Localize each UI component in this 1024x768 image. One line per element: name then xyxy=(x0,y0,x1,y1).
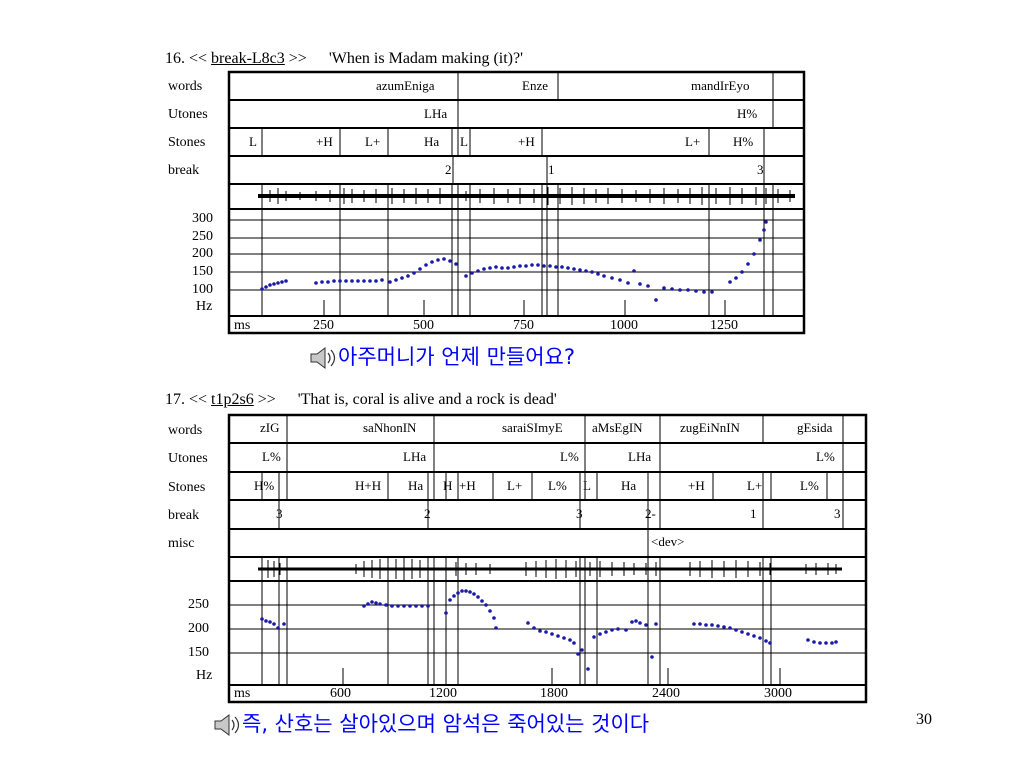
figure-16-link[interactable]: break-L8c3 xyxy=(211,50,285,67)
fig17-row-label-words: words xyxy=(168,423,203,438)
fig17-x-label-3000: 3000 xyxy=(764,686,792,701)
fig16-word-1: azumEniga xyxy=(376,78,435,93)
fig16-stone-1: L xyxy=(249,134,257,149)
fig17-break-4: 2- xyxy=(645,506,656,521)
fig17-stone-10: +H xyxy=(688,478,705,493)
speaker-icon[interactable] xyxy=(212,711,242,739)
fig16-y-label-200: 200 xyxy=(192,246,213,261)
fig17-stone-2: H+H xyxy=(355,478,381,493)
fig16-row-label-words: words xyxy=(168,79,203,94)
fig17-stone-11: L+ xyxy=(747,478,762,493)
fig17-utone-1: L% xyxy=(262,449,281,464)
fig17-stone-9: Ha xyxy=(621,478,636,493)
fig16-y-label-100: 100 xyxy=(192,282,213,297)
fig17-y-label-unit: Hz xyxy=(196,668,213,683)
fig16-stone-7: L+ xyxy=(685,134,700,149)
fig16-y-label-250: 250 xyxy=(192,229,213,244)
fig17-x-label-1200: 1200 xyxy=(429,686,457,701)
fig17-row-label-stones: Stones xyxy=(168,480,206,495)
fig17-word-4: aMsEgIN xyxy=(592,420,643,435)
fig17-y-label-200: 200 xyxy=(188,621,209,636)
fig17-break-3: 3 xyxy=(576,506,583,521)
fig17-word-1: zIG xyxy=(260,420,280,435)
fig17-break-2: 2 xyxy=(424,506,431,521)
fig17-word-2: saNhonIN xyxy=(363,420,417,435)
fig16-x-label-750: 750 xyxy=(513,318,534,333)
page-number: 30 xyxy=(916,711,932,728)
fig16-row-label-stones: Stones xyxy=(168,135,206,150)
fig17-stone-6: L+ xyxy=(507,478,522,493)
fig16-utone-2: H% xyxy=(737,106,757,121)
fig17-x-label-2400: 2400 xyxy=(652,686,680,701)
fig16-stone-5: L xyxy=(460,134,468,149)
fig17-word-5: zugEiNnIN xyxy=(680,420,741,435)
fig16-x-label-500: 500 xyxy=(413,318,434,333)
fig17-row-label-break: break xyxy=(168,508,200,523)
fig16-stone-8: H% xyxy=(733,134,753,149)
fig16-row-label-break: break xyxy=(168,163,200,178)
fig16-break-2: 1 xyxy=(548,162,555,177)
fig17-break-5: 1 xyxy=(750,506,757,521)
fig17-x-label-600: 600 xyxy=(330,686,351,701)
fig17-word-6: gEsida xyxy=(797,420,833,435)
figure-17-gloss: 'That is, coral is alive and a rock is d… xyxy=(297,391,557,408)
fig16-word-2: Enze xyxy=(522,78,548,93)
fig17-break-6: 3 xyxy=(834,506,841,521)
fig17-stone-4: H xyxy=(443,478,452,493)
fig16-y-label-unit: Hz xyxy=(196,299,213,314)
figure-16-caption: 아주머니가 언제 만들어요? xyxy=(308,341,575,372)
fig17-utone-2: LHa xyxy=(403,449,426,464)
fig16-y-label-300: 300 xyxy=(192,211,213,226)
fig17-stone-5: +H xyxy=(459,478,476,493)
fig17-stone-12: L% xyxy=(800,478,819,493)
fig17-utone-3: L% xyxy=(560,449,579,464)
figure-17-caption-text: 즉, 산호는 살아있으며 암석은 죽어있는 것이다 xyxy=(242,712,650,736)
fig17-stone-3: Ha xyxy=(408,478,423,493)
fig16-stone-6: +H xyxy=(518,134,535,149)
fig16-break-1: 2 xyxy=(445,162,452,177)
fig17-row-label-utones: Utones xyxy=(168,451,208,466)
figure-16-gloss: 'When is Madam making (it)?' xyxy=(328,50,523,67)
fig17-y-label-250: 250 xyxy=(188,597,209,612)
fig17-row-label-misc: misc xyxy=(168,536,195,551)
fig17-stone-7: L% xyxy=(548,478,567,493)
fig17-x-label-1800: 1800 xyxy=(540,686,568,701)
fig16-stone-2: +H xyxy=(316,134,333,149)
fig17-word-3: saraiSImyE xyxy=(502,420,563,435)
fig17-stone-8: L xyxy=(583,478,591,493)
figure-16-caption-text: 아주머니가 언제 만들어요? xyxy=(338,345,576,369)
figure-17-caption: 즉, 산호는 살아있으며 암석은 죽어있는 것이다 xyxy=(212,708,649,739)
fig16-x-label-unit: ms xyxy=(234,318,251,333)
fig17-x-label-unit: ms xyxy=(234,686,251,701)
fig17-break-1: 3 xyxy=(276,506,283,521)
figure-17-prefix: 17. << xyxy=(165,391,208,408)
figure-16-suffix: >> xyxy=(288,50,307,67)
fig17-y-label-150: 150 xyxy=(188,645,209,660)
fig16-x-label-250: 250 xyxy=(313,318,334,333)
fig16-word-3: mandIrEyo xyxy=(691,78,749,93)
fig17-utone-4: LHa xyxy=(628,449,651,464)
fig16-x-label-1250: 1250 xyxy=(710,318,738,333)
fig16-row-label-utones: Utones xyxy=(168,107,208,122)
fig16-x-label-1000: 1000 xyxy=(610,318,638,333)
fig17-utone-5: L% xyxy=(816,449,835,464)
figure-17-suffix: >> xyxy=(257,391,276,408)
fig16-utone-1: LHa xyxy=(424,106,447,121)
figure-17-title: 17. << t1p2s6 >> 'That is, coral is aliv… xyxy=(165,391,557,409)
figure-16-prefix: 16. << xyxy=(165,50,208,67)
fig16-y-label-150: 150 xyxy=(192,264,213,279)
speaker-icon[interactable] xyxy=(308,344,338,372)
fig16-break-3: 3 xyxy=(757,162,764,177)
fig17-stone-1: H% xyxy=(254,478,274,493)
fig16-stone-3: L+ xyxy=(365,134,380,149)
figure-17-link[interactable]: t1p2s6 xyxy=(211,391,254,408)
figure-16-title: 16. << break-L8c3 >> 'When is Madam maki… xyxy=(165,50,523,68)
fig16-stone-4: Ha xyxy=(424,134,439,149)
fig17-misc-1: <dev> xyxy=(651,534,684,549)
